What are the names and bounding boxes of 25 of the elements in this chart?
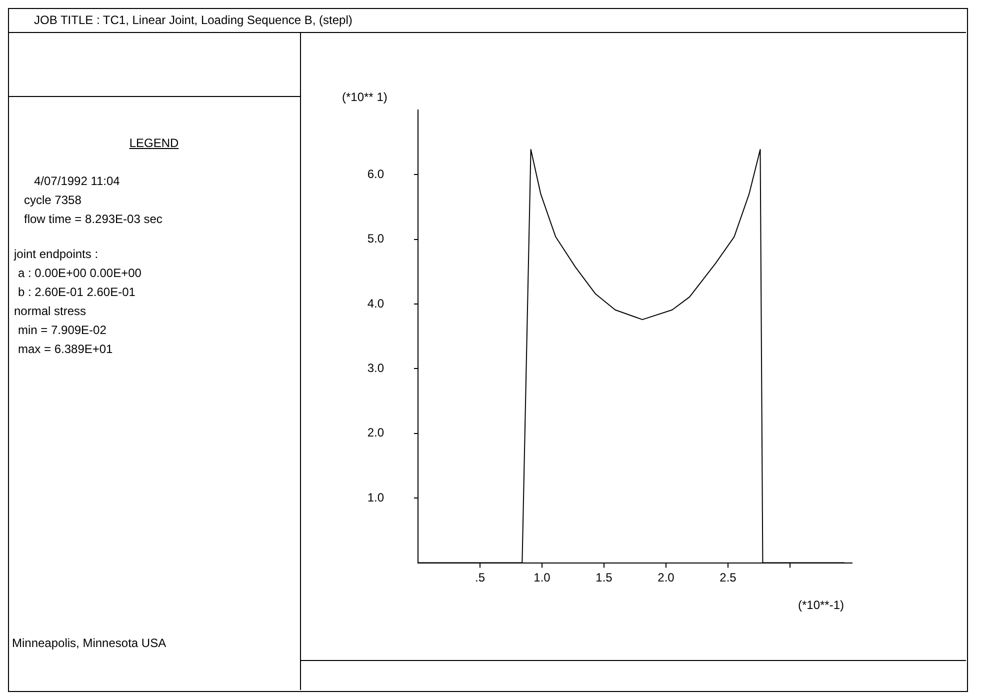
text: min = 7.909E-02 — [18, 322, 108, 339]
text: cycle 7358 — [24, 192, 82, 209]
text: b : 2.60E-01 2.60E-01 — [18, 284, 136, 301]
text: joint endpoints : — [14, 246, 100, 263]
x-tick-label: .5 — [474, 570, 486, 584]
text: JOB TITLE : TC1, Linear Joint, Loading Sequence B, (stepl) — [34, 13, 352, 27]
x-tick-label: 2.0 — [658, 570, 675, 584]
y-tick-label: 4.0 — [367, 296, 384, 310]
y-tick-label: 2.0 — [367, 426, 384, 440]
x-tick-label: 1.0 — [534, 570, 551, 584]
y-tick-label: 6.0 — [367, 167, 384, 181]
text: a : 0.00E+00 0.00E+00 — [18, 265, 142, 282]
x-tick-label: 2.5 — [720, 570, 737, 584]
y-axis-title: (*10** 1) — [342, 90, 388, 104]
text: Minneapolis, Minnesota USA — [12, 636, 166, 650]
y-tick-label: 5.0 — [367, 232, 384, 246]
text: flow time = 8.293E-03 sec — [24, 211, 164, 228]
y-tick-label: 3.0 — [367, 361, 384, 376]
text: normal stress — [14, 303, 88, 320]
x-axis-title: (*10**-1) — [798, 598, 844, 612]
text: LEGEND — [128, 136, 180, 150]
y-tick-label: 1.0 — [367, 490, 384, 504]
text: max = 6.389E+01 — [18, 341, 114, 358]
text: 4/07/1992 11:04 — [34, 173, 121, 190]
x-tick-label: 1.5 — [596, 570, 613, 584]
